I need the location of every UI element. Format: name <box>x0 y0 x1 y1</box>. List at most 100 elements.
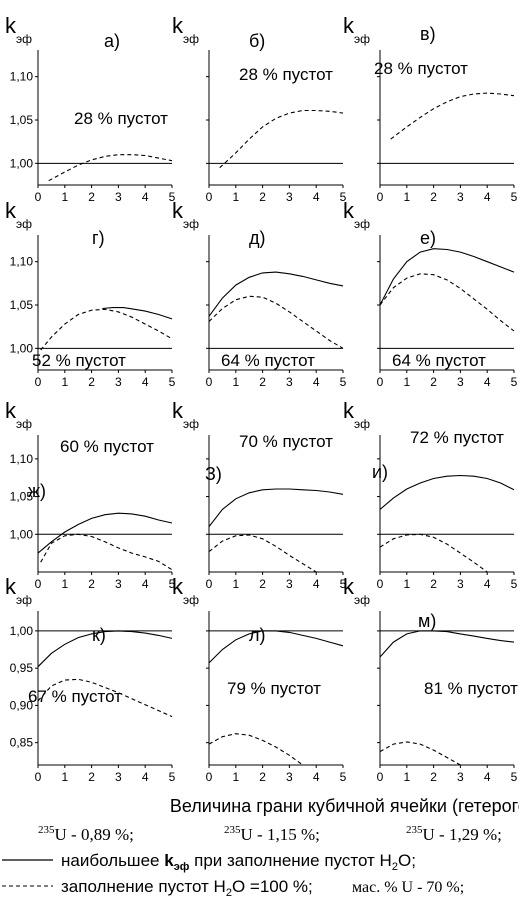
y-axis-label: kэф <box>5 398 32 431</box>
panel-annotation: 28 % пустот <box>74 109 168 128</box>
enrichment-item-3: 235U - 1,29 %; <box>406 824 502 844</box>
x-tick-label: 5 <box>511 190 518 204</box>
x-tick-label: 4 <box>142 375 149 389</box>
y-axis-label: kэф <box>172 398 199 431</box>
chart-panel: kэф 1,00 1,05 1,10 0 1 2 3 4 5 г) 52 % пустот <box>5 198 176 389</box>
x-tick-label: 4 <box>313 770 320 784</box>
y-axis-label: kэф <box>343 13 370 46</box>
x-tick-label: 1 <box>403 577 410 591</box>
y-tick-label: 1,05 <box>10 298 34 312</box>
panel-annotation: 79 % пустот <box>227 679 321 698</box>
x-tick-label: 3 <box>457 375 464 389</box>
x-tick-label: 1 <box>232 375 239 389</box>
x-tick-label: 1 <box>403 375 410 389</box>
series-line-dashed <box>379 741 474 766</box>
chart-panel: kэф 0 1 2 3 4 5 в) 28 % пустот <box>343 13 518 204</box>
series-line-dashed <box>379 273 515 332</box>
y-tick-label: 1,00 <box>10 156 34 170</box>
panel-annotation: 52 % пустот <box>32 351 126 370</box>
x-tick-label: 0 <box>206 577 213 591</box>
x-tick-label: 3 <box>286 375 293 389</box>
x-tick-label: 2 <box>259 375 266 389</box>
chart-panel: kэф 0 1 2 3 4 5 д) 64 % пустот <box>172 198 347 389</box>
chart-panel: kэф 0 1 2 3 4 5 м) 81 % пустот <box>343 574 518 784</box>
x-tick-label: 2 <box>430 190 437 204</box>
panel-annotation: 70 % пустот <box>239 432 333 451</box>
x-axis-label: Величина грани кубичной ячейки (гетероге… <box>170 796 519 816</box>
chart-panel: kэф 1,00 1,05 1,10 0 1 2 3 4 5 а) 28 % пустот <box>5 13 176 204</box>
x-tick-label: 2 <box>430 375 437 389</box>
x-tick-label: 3 <box>286 770 293 784</box>
panel-letter: З) <box>205 464 222 484</box>
x-tick-label: 0 <box>377 375 384 389</box>
x-tick-label: 5 <box>340 190 347 204</box>
series-line-solid <box>379 630 515 658</box>
panel-annotation: 28 % пустот <box>374 59 468 78</box>
y-tick-label: 1,05 <box>10 490 34 504</box>
legend-solid-label: наибольшее kэф при заполнение пустот H2O… <box>61 851 416 873</box>
series-line-solid <box>102 307 173 320</box>
x-tick-label: 2 <box>430 770 437 784</box>
enrichment-item-1: 235U - 0,89 %; <box>38 824 134 844</box>
panel-letter: а) <box>104 31 120 51</box>
y-axis-label: kэф <box>343 198 370 231</box>
x-tick-label: 4 <box>484 375 491 389</box>
panel-letter: г) <box>92 228 105 248</box>
x-tick-label: 5 <box>511 577 518 591</box>
y-tick-label: 1,05 <box>10 113 34 127</box>
x-tick-label: 1 <box>61 577 68 591</box>
panel-letter: б) <box>249 31 265 51</box>
y-tick-label: 1,10 <box>10 452 34 466</box>
series-line-dashed <box>208 295 344 349</box>
x-tick-label: 4 <box>142 190 149 204</box>
panel-annotation: 28 % пустот <box>239 65 333 84</box>
panel-annotation: 64 % пустот <box>221 351 315 370</box>
x-tick-label: 4 <box>313 577 320 591</box>
panel-letter: е) <box>420 228 436 248</box>
panel-letter: к) <box>92 625 106 645</box>
x-tick-label: 0 <box>35 770 42 784</box>
y-tick-label: 1,00 <box>10 341 34 355</box>
x-tick-label: 2 <box>430 577 437 591</box>
series-line-solid <box>379 474 515 510</box>
x-tick-label: 5 <box>511 770 518 784</box>
series-line-dashed <box>48 154 173 182</box>
x-tick-label: 0 <box>35 375 42 389</box>
x-tick-label: 5 <box>340 375 347 389</box>
x-tick-label: 4 <box>142 770 149 784</box>
y-tick-label: 1,10 <box>10 255 34 269</box>
x-tick-label: 1 <box>232 770 239 784</box>
y-axis-label: kэф <box>5 13 32 46</box>
x-tick-label: 5 <box>340 770 347 784</box>
y-axis-label: kэф <box>172 574 199 607</box>
chart-panel: kэф 0 1 2 3 4 5 б) 28 % пустот <box>172 13 347 204</box>
x-tick-label: 5 <box>169 375 176 389</box>
series-line-solid <box>37 630 173 668</box>
panel-annotation: 60 % пустот <box>60 437 154 456</box>
series-line-dashed <box>208 733 325 766</box>
legend-dashed-label: заполнение пустот H2O =100 %; <box>61 877 313 899</box>
series-line-solid <box>208 488 344 528</box>
y-axis-label: kэф <box>5 198 32 231</box>
x-tick-label: 4 <box>313 375 320 389</box>
series-line-solid <box>208 630 344 664</box>
chart-panel: kэф 1,00 1,05 1,10 0 1 2 3 4 5 ж) 60 % пустот <box>5 398 176 591</box>
x-tick-label: 4 <box>484 770 491 784</box>
x-tick-label: 0 <box>377 770 384 784</box>
y-axis-label: kэф <box>172 198 199 231</box>
x-tick-label: 0 <box>206 190 213 204</box>
y-axis-label: kэф <box>343 574 370 607</box>
x-tick-label: 4 <box>484 577 491 591</box>
y-tick-label: 0,85 <box>10 736 34 750</box>
x-tick-label: 1 <box>403 770 410 784</box>
chart-panel: kэф 0 1 2 3 4 5 е) 64 % пустот <box>343 198 518 389</box>
x-tick-label: 2 <box>259 770 266 784</box>
y-tick-label: 0,90 <box>10 698 34 712</box>
panel-annotation: 67 % пустот <box>28 687 122 706</box>
x-tick-label: 4 <box>313 190 320 204</box>
x-tick-label: 5 <box>169 770 176 784</box>
x-tick-label: 3 <box>457 190 464 204</box>
series-line-dashed <box>390 92 515 140</box>
x-tick-label: 1 <box>61 770 68 784</box>
